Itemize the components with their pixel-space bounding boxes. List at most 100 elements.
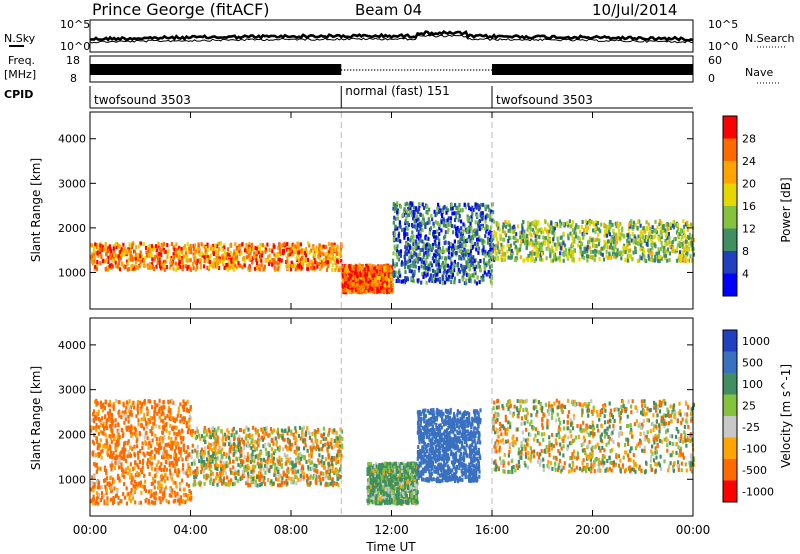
echo-cell	[603, 244, 606, 249]
echo-cell	[651, 245, 654, 250]
echo-cell	[449, 216, 453, 221]
echo-cell	[243, 471, 246, 476]
echo-cell	[140, 490, 143, 495]
echo-cell	[464, 227, 467, 232]
echo-cell	[104, 245, 107, 249]
echo-cell	[400, 279, 403, 284]
echo-cell	[616, 224, 619, 229]
echo-cell	[171, 261, 174, 266]
echo-cell	[352, 278, 355, 283]
echo-cell	[113, 456, 116, 461]
echo-cell	[192, 482, 195, 487]
echo-cell	[650, 239, 653, 243]
echo-cell	[419, 212, 422, 217]
echo-cell	[578, 239, 581, 243]
echo-cell	[153, 256, 156, 261]
echo-cell	[406, 209, 409, 213]
echo-cell	[459, 232, 462, 237]
echo-cell	[176, 470, 179, 475]
echo-cell	[105, 420, 108, 425]
echo-cell	[112, 258, 115, 263]
echo-cell	[182, 416, 185, 421]
echo-cell	[420, 280, 423, 285]
echo-cell	[114, 253, 117, 258]
echo-cell	[527, 224, 530, 229]
echo-cell	[533, 259, 536, 263]
echo-cell	[211, 243, 214, 248]
echo-cell	[93, 482, 96, 487]
echo-cell	[666, 240, 669, 245]
echo-cell	[629, 248, 632, 253]
echo-cell	[594, 253, 597, 258]
echo-cell	[232, 257, 235, 262]
echo-cell	[460, 256, 463, 261]
echo-cell	[443, 249, 446, 254]
echo-cell	[294, 244, 297, 249]
echo-cell	[228, 252, 231, 257]
echo-cell	[123, 450, 126, 455]
echo-cell	[641, 252, 644, 257]
echo-cell	[462, 264, 465, 269]
echo-cell	[111, 501, 114, 505]
echo-cell	[90, 428, 93, 433]
echo-cell	[133, 474, 136, 479]
echo-cell	[175, 253, 178, 258]
echo-cell	[604, 229, 607, 234]
echo-cell	[344, 281, 347, 286]
echo-cell	[383, 276, 386, 281]
echo-cell	[235, 246, 238, 251]
echo-cell	[108, 408, 111, 413]
echo-cell	[467, 230, 470, 234]
echo-cell	[193, 479, 196, 484]
echo-cell	[646, 237, 649, 242]
echo-cell	[230, 257, 233, 262]
echo-cell	[187, 258, 190, 263]
echo-cell	[118, 476, 121, 481]
echo-cell	[146, 461, 149, 466]
echo-cell	[544, 239, 547, 244]
echo-cell	[326, 262, 329, 267]
echo-cell	[434, 213, 437, 218]
echo-cell	[164, 249, 167, 254]
echo-cell	[283, 241, 286, 246]
echo-cell	[393, 246, 396, 251]
echo-cell	[133, 431, 136, 436]
echo-cell	[179, 419, 182, 424]
echo-cell	[103, 415, 107, 419]
echo-cell	[271, 249, 274, 254]
echo-cell	[474, 203, 477, 208]
echo-cell	[448, 223, 451, 227]
echo-cell	[172, 255, 175, 260]
echo-cell	[502, 257, 505, 262]
echo-cell	[516, 238, 519, 243]
echo-cell	[179, 248, 182, 253]
echo-cell	[172, 499, 175, 504]
echo-cell	[259, 472, 262, 476]
echo-cell	[460, 219, 463, 224]
echo-cell	[574, 231, 578, 236]
echo-cell	[91, 497, 94, 502]
echo-cell	[546, 229, 549, 234]
echo-cell	[139, 241, 143, 246]
echo-cell	[542, 235, 545, 240]
echo-cell	[664, 233, 668, 238]
echo-cell	[203, 259, 206, 264]
echo-cell	[105, 491, 108, 496]
echo-cell	[139, 406, 142, 411]
echo-cell	[177, 410, 180, 415]
echo-cell	[193, 475, 196, 479]
echo-cell	[355, 278, 358, 283]
echo-cell	[460, 229, 463, 234]
echo-cell	[172, 480, 175, 485]
echo-cell	[413, 263, 416, 268]
echo-cell	[123, 495, 127, 500]
echo-cell	[294, 475, 297, 480]
echo-cell	[129, 265, 133, 270]
echo-cell	[93, 453, 96, 458]
echo-cell	[96, 491, 99, 496]
echo-cell	[186, 496, 189, 501]
echo-cell	[379, 283, 382, 288]
echo-cell	[117, 410, 120, 415]
echo-cell	[550, 258, 553, 263]
echo-cell	[395, 237, 398, 242]
